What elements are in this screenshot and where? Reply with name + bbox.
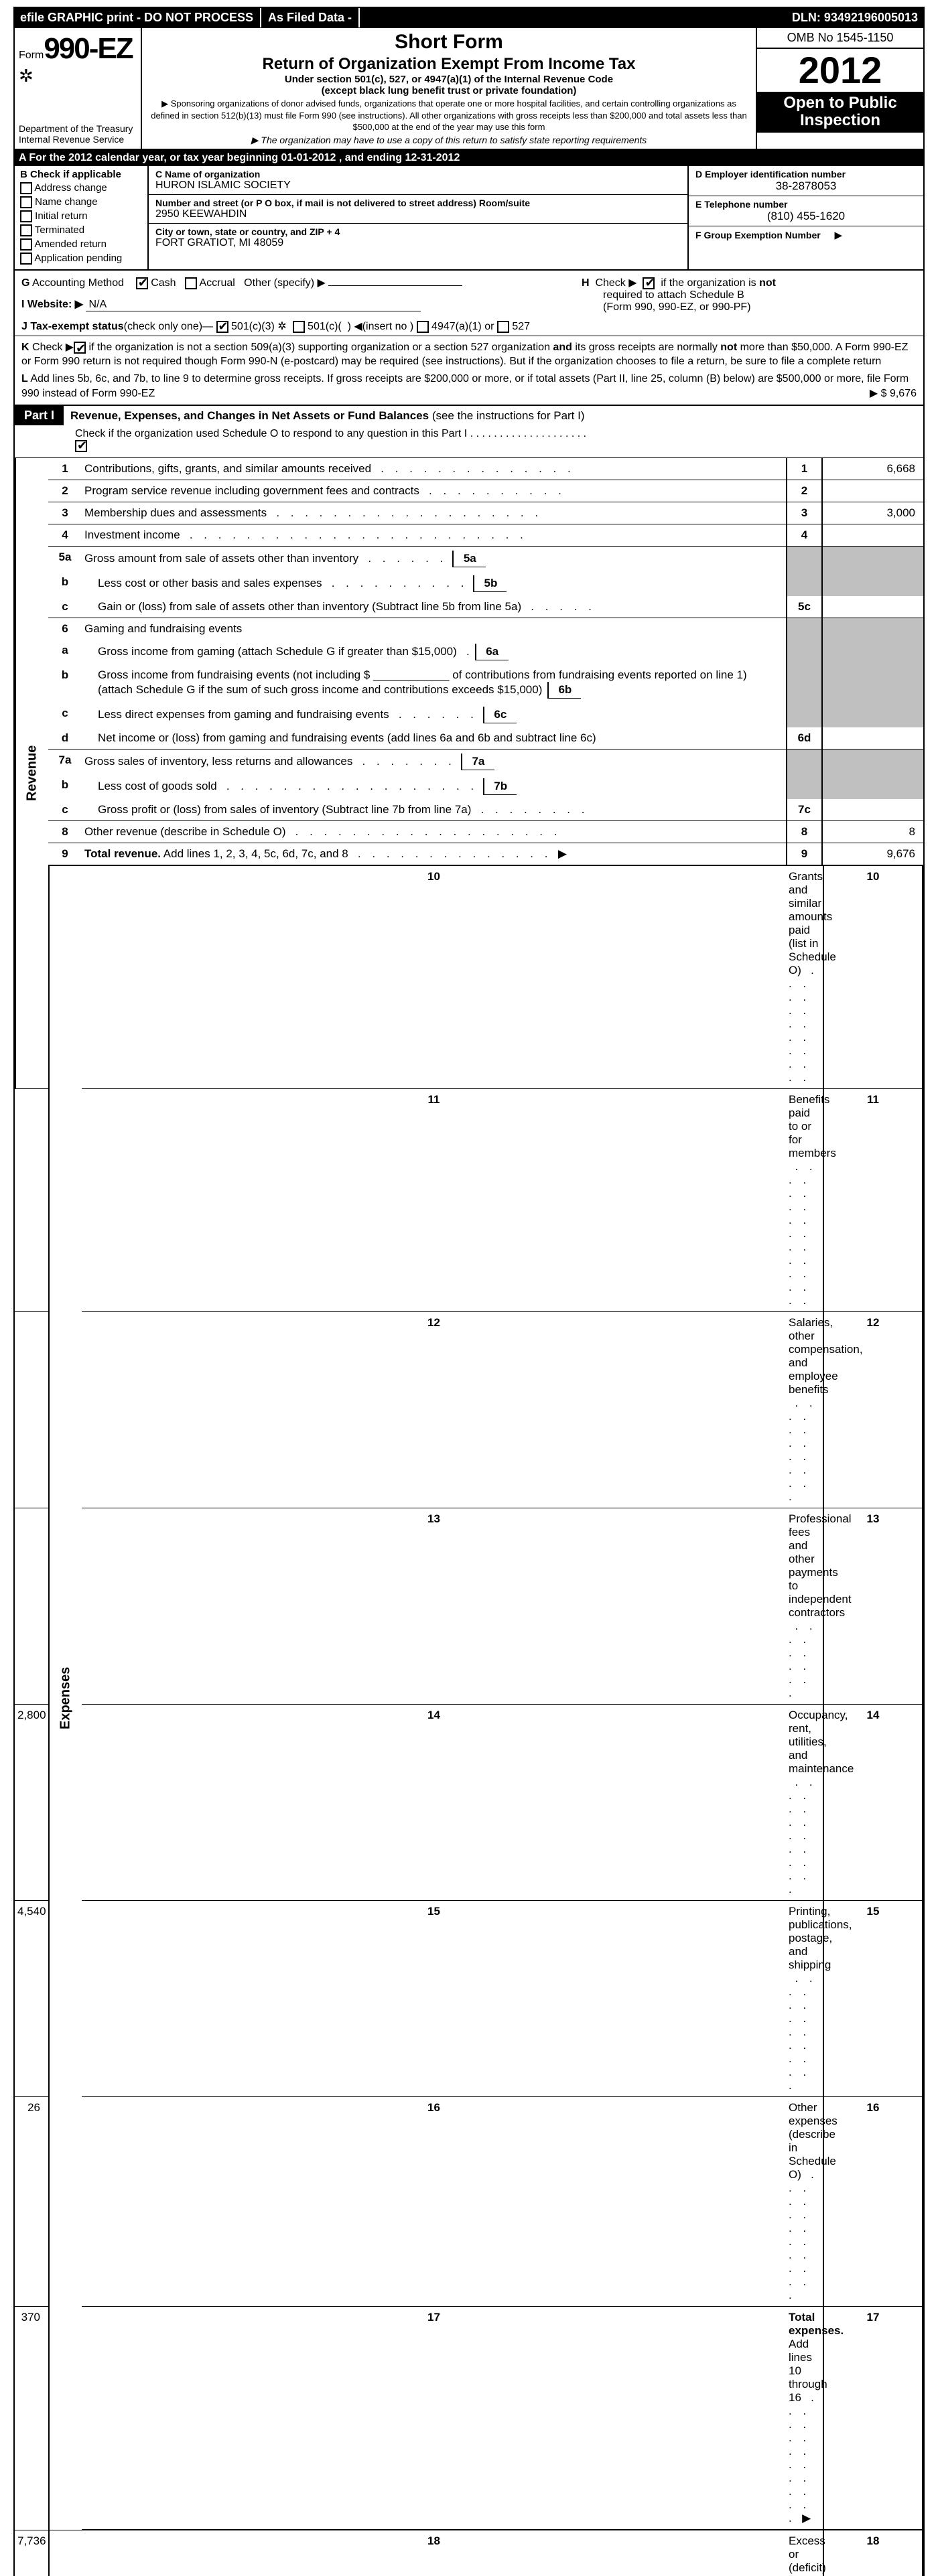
header-grid: Form990-EZ ✲ Department of the Treasury … xyxy=(13,28,925,150)
form-number-cell: Form990-EZ ✲ Department of the Treasury … xyxy=(15,28,142,149)
ghij-block: G Accounting Method Cash Accrual Other (… xyxy=(13,271,925,336)
part1-desc: Revenue, Expenses, and Changes in Net As… xyxy=(64,407,923,425)
cb-501c[interactable] xyxy=(293,321,305,333)
part1-check-row: Check if the organization used Schedule … xyxy=(13,425,925,458)
val-16: 370 xyxy=(15,2307,48,2530)
cb-terminated[interactable] xyxy=(20,224,32,236)
as-filed-label: As Filed Data - xyxy=(261,8,360,27)
main-title: Return of Organization Exempt From Incom… xyxy=(147,55,750,74)
ein-value: 38-2878053 xyxy=(695,180,917,193)
h-line-3: (Form 990, 990-EZ, or 990-PF) xyxy=(582,301,917,313)
dln-label: DLN: 93492196005013 xyxy=(785,8,925,27)
val-15: 26 xyxy=(15,2097,48,2307)
tax-year: 2012 xyxy=(757,49,923,92)
main-table: Revenue 1 Contributions, gifts, grants, … xyxy=(13,458,925,2576)
fine-print-2: ▶ The organization may have to use a cop… xyxy=(147,135,750,146)
efile-label: efile GRAPHIC print - DO NOT PROCESS xyxy=(13,8,261,27)
revenue-label: Revenue xyxy=(15,458,48,1089)
top-bar: efile GRAPHIC print - DO NOT PROCESS As … xyxy=(13,7,925,28)
val-1: 6,668 xyxy=(823,458,923,480)
cb-4947[interactable] xyxy=(417,321,429,333)
dept-label: Department of the Treasury xyxy=(19,123,137,134)
except-text: (except black lung benefit trust or priv… xyxy=(147,85,750,96)
city-label: City or town, state or country, and ZIP … xyxy=(155,226,681,237)
tel-label: E Telephone number xyxy=(695,199,917,210)
group-label: F Group Exemption Number xyxy=(695,230,821,240)
section-b: B Check if applicable Address change Nam… xyxy=(15,166,149,269)
val-8: 8 xyxy=(823,821,923,843)
irs-label: Internal Revenue Service xyxy=(19,134,137,145)
under-section: Under section 501(c), 527, or 4947(a)(1)… xyxy=(147,74,750,85)
form-word: Form xyxy=(19,50,44,61)
street-value: 2950 KEEWAHDIN xyxy=(155,208,681,220)
irs-eagle-icon: ✲ xyxy=(19,66,137,86)
year-cell: OMB No 1545-1150 2012 Open to PublicInsp… xyxy=(756,28,923,149)
open-to-public: Open to PublicInspection xyxy=(757,92,923,133)
cb-501c3[interactable] xyxy=(216,321,228,333)
ln-1: 1 xyxy=(48,458,82,480)
group-arrow: ▶ xyxy=(835,230,843,241)
val-17: 7,736 xyxy=(15,2530,48,2576)
cb-initial-return[interactable] xyxy=(20,210,32,222)
val-3: 3,000 xyxy=(823,502,923,524)
street-label: Number and street (or P O box, if mail i… xyxy=(155,198,681,208)
l-text: L Add lines 5b, 6c, and 7b, to line 9 to… xyxy=(21,373,909,399)
title-cell: Short Form Return of Organization Exempt… xyxy=(142,28,756,149)
cb-amended-return[interactable] xyxy=(20,238,32,251)
h-line-2: required to attach Schedule B xyxy=(582,289,917,301)
city-value: FORT GRATIOT, MI 48059 xyxy=(155,237,681,249)
section-def: D Employer identification number 38-2878… xyxy=(689,166,923,269)
cb-k[interactable] xyxy=(74,342,86,354)
form-number: 990-EZ xyxy=(44,32,132,65)
irs-bird-icon: ✲ xyxy=(277,321,286,332)
cb-sched-b[interactable] xyxy=(643,277,655,289)
fine-print: ▶ Sponsoring organizations of donor advi… xyxy=(147,98,750,133)
section-b-label: B Check if applicable xyxy=(20,169,142,180)
short-form-title: Short Form xyxy=(147,31,750,54)
cb-527[interactable] xyxy=(497,321,509,333)
ein-label: D Employer identification number xyxy=(695,169,917,180)
section-c: C Name of organization HURON ISLAMIC SOC… xyxy=(149,166,689,269)
val-14: 4,540 xyxy=(15,1901,48,2097)
org-name-label: C Name of organization xyxy=(155,169,681,180)
l-amount: ▶ $ 9,676 xyxy=(870,386,917,401)
cb-accrual[interactable] xyxy=(185,277,197,289)
kl-block: K Check ▶ if the organization is not a s… xyxy=(13,336,925,406)
val-13: 2,800 xyxy=(15,1705,48,1901)
expenses-label: Expenses xyxy=(48,866,82,2530)
website-value: N/A xyxy=(86,299,421,311)
tel-value: (810) 455-1620 xyxy=(695,210,917,223)
val-9: 9,676 xyxy=(823,843,923,866)
cb-cash[interactable] xyxy=(136,277,148,289)
net-assets-label: Net Assets xyxy=(48,2530,82,2576)
cb-application-pending[interactable] xyxy=(20,253,32,265)
cb-name-change[interactable] xyxy=(20,196,32,208)
calendar-year-row: A For the 2012 calendar year, or tax yea… xyxy=(13,150,925,166)
part1-label: Part I xyxy=(15,406,64,425)
cb-part1-sched-o[interactable] xyxy=(75,440,87,452)
section-bcd: B Check if applicable Address change Nam… xyxy=(13,166,925,271)
omb-number: OMB No 1545-1150 xyxy=(757,28,923,49)
cb-address-change[interactable] xyxy=(20,182,32,194)
part1-header: Part I Revenue, Expenses, and Changes in… xyxy=(13,406,925,425)
org-name-value: HURON ISLAMIC SOCIETY xyxy=(155,180,681,192)
